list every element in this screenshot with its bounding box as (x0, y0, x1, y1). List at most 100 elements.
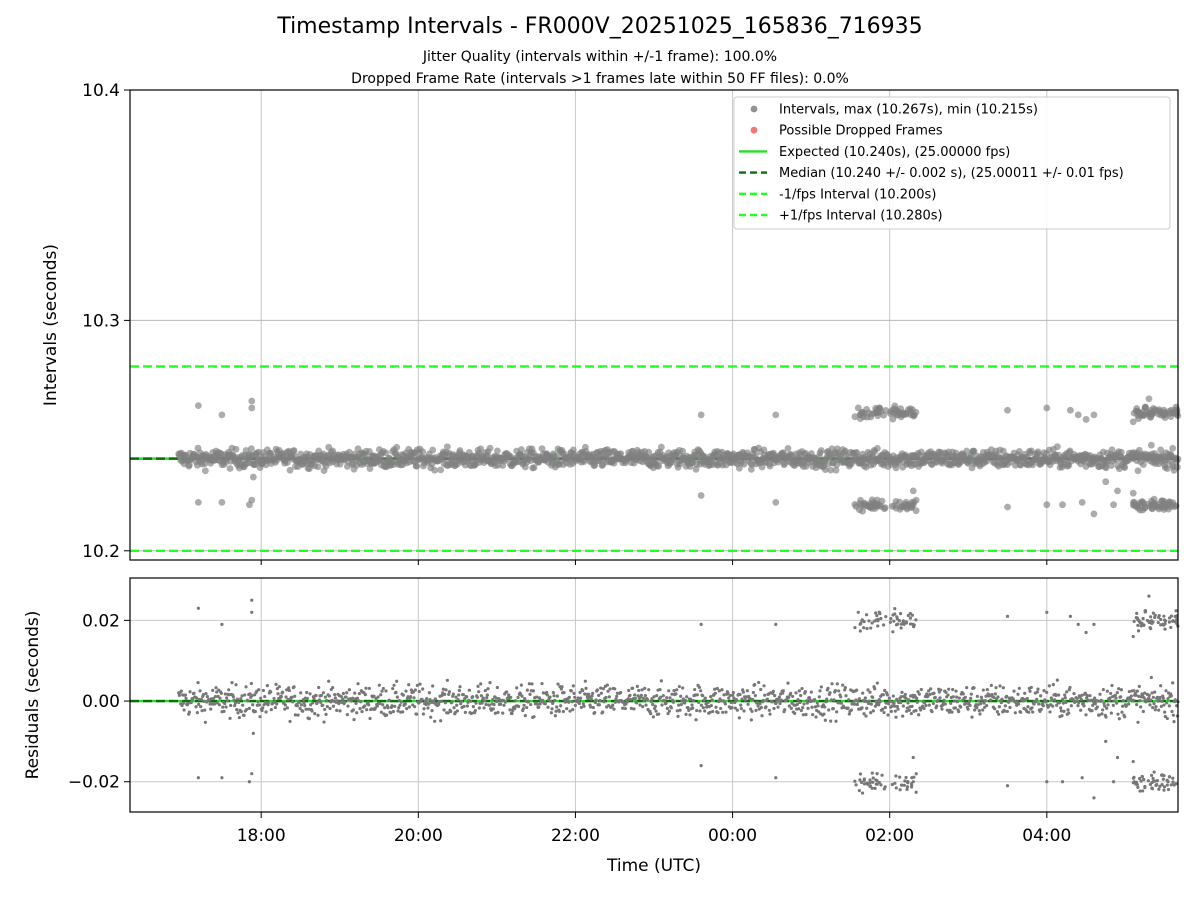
residual-point (945, 708, 949, 712)
residual-point (301, 709, 305, 713)
residual-point (801, 713, 805, 717)
residual-point (1151, 705, 1155, 710)
residual-point (357, 691, 361, 696)
residual-point (511, 708, 515, 713)
residual-point (477, 690, 481, 694)
residual-point (258, 715, 262, 719)
residual-point (880, 773, 884, 777)
residual-point (847, 698, 851, 702)
residual-point (685, 695, 689, 699)
residual-point (828, 691, 832, 695)
residual-point (853, 779, 857, 783)
legend-entry-0-label: Intervals, max (10.267s), min (10.215s) (779, 103, 1038, 118)
residual-point (244, 685, 248, 689)
residual-point (908, 616, 913, 620)
residual-point (1104, 715, 1108, 719)
residual-point (179, 689, 183, 693)
residual-point (462, 704, 466, 709)
x-axis-label: Time (UTC) (606, 856, 701, 876)
residual-point (433, 697, 437, 701)
residual-point (495, 699, 499, 704)
residual-point (405, 707, 409, 711)
residual-point (917, 692, 921, 696)
residual-point (200, 709, 204, 713)
residual-point (898, 775, 902, 779)
residual-point (722, 693, 726, 697)
interval-point (437, 466, 445, 474)
interval-point (657, 443, 665, 451)
residual-point (245, 707, 249, 712)
residual-point (955, 700, 959, 704)
interval-point (1148, 501, 1156, 509)
residual-point (837, 689, 841, 693)
residual-point (801, 706, 805, 710)
residual-point (195, 710, 199, 715)
residual-point (344, 695, 348, 699)
residual-point (315, 700, 319, 704)
residual-point (955, 695, 959, 699)
residual-point (810, 705, 814, 709)
residual-point (799, 693, 803, 698)
residual-point (311, 701, 315, 705)
residual-point (1137, 694, 1141, 698)
residual-point (964, 701, 968, 705)
residual-point (1143, 609, 1147, 613)
residual-point (287, 688, 291, 693)
residual-point (699, 689, 703, 693)
residual-point (891, 613, 895, 617)
residual-point (940, 707, 944, 711)
residual-point (726, 691, 730, 695)
bottom-y-tick-label-1: 0.00 (82, 692, 120, 712)
interval-point (194, 499, 202, 506)
residual-point (904, 775, 908, 780)
residual-point (721, 710, 725, 714)
residual-point (697, 700, 701, 705)
residual-point (499, 702, 503, 706)
interval-point (1117, 448, 1125, 456)
residual-point (455, 709, 459, 713)
residual-point (225, 699, 229, 703)
residual-point (1157, 787, 1161, 791)
interval-point (1090, 411, 1098, 419)
residual-point (791, 694, 795, 699)
residual-point (335, 708, 339, 712)
residual-point (1039, 694, 1043, 698)
residual-point (1044, 700, 1048, 704)
residual-point (895, 704, 899, 709)
residual-point (730, 706, 734, 710)
residual-point (577, 701, 581, 706)
residual-point (456, 697, 460, 702)
residual-point (691, 698, 695, 703)
residual-point (1090, 709, 1094, 713)
residual-point (823, 705, 827, 709)
residual-point (373, 706, 377, 710)
residual-point (1129, 694, 1133, 698)
residual-point (491, 707, 495, 711)
residual-point (1135, 702, 1139, 707)
residual-point (439, 719, 443, 723)
residual-point (1109, 691, 1113, 696)
residual-point (844, 694, 848, 698)
interval-point (443, 443, 451, 451)
residual-point (939, 688, 943, 692)
residual-point (803, 690, 807, 694)
residual-point (577, 699, 581, 703)
residual-point (1158, 784, 1162, 788)
residual-point (266, 703, 270, 707)
residual-point (1138, 776, 1142, 781)
residual-point (1162, 703, 1166, 707)
residual-point (250, 598, 254, 602)
residual-point (703, 709, 707, 713)
residual-point (1017, 686, 1021, 690)
interval-point (247, 445, 255, 453)
residual-point (797, 689, 801, 693)
residual-point (1084, 713, 1088, 717)
residual-point (440, 693, 444, 698)
interval-point (897, 411, 905, 419)
residual-point (522, 703, 526, 707)
interval-point (1169, 501, 1177, 509)
residual-point (235, 697, 239, 701)
residual-point (1108, 696, 1112, 700)
residual-point (911, 780, 915, 784)
